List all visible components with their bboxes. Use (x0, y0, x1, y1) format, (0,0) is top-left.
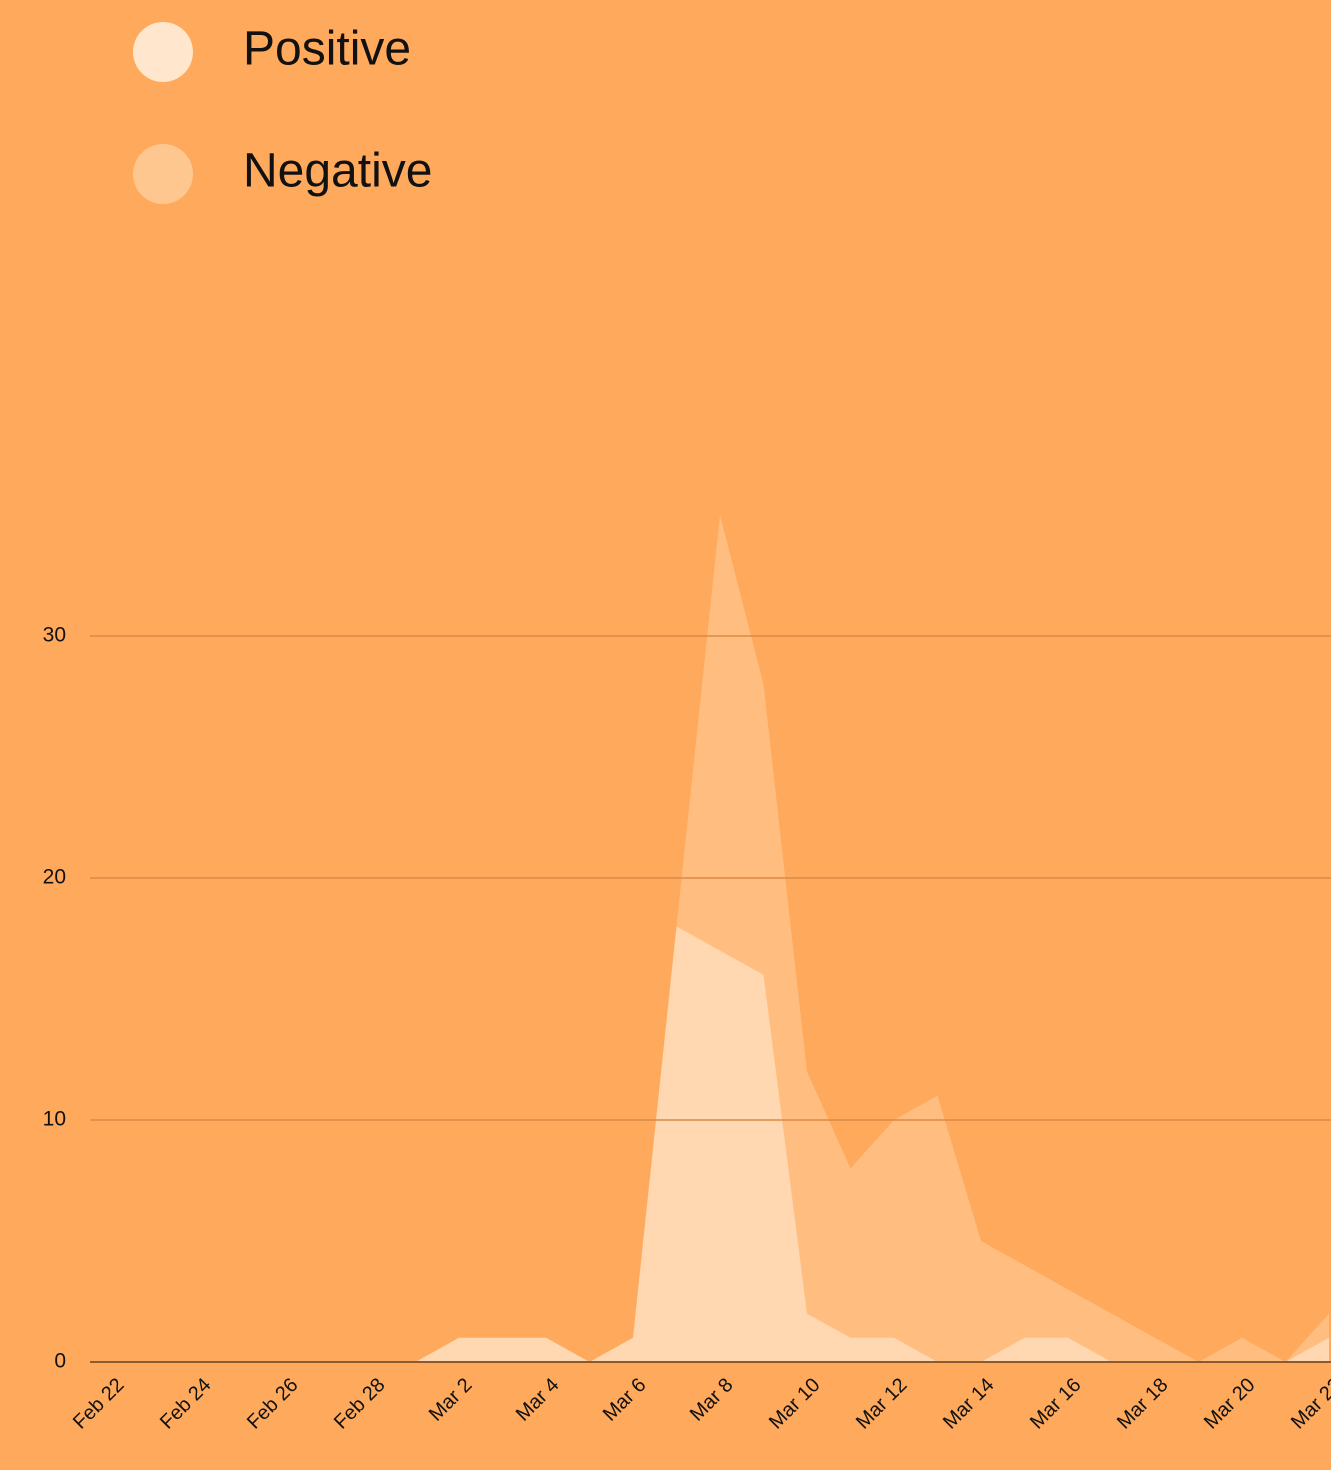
y-tick-label: 10 (43, 1108, 66, 1131)
y-tick-label: 0 (54, 1350, 66, 1373)
x-tick-label: Mar 22 (1287, 1374, 1331, 1434)
x-tick-label: Feb 26 (243, 1374, 303, 1434)
legend-label: Positive (243, 23, 411, 76)
x-tick-label: Feb 24 (156, 1374, 216, 1434)
x-tick-label: Mar 8 (686, 1374, 738, 1426)
x-tick-label: Mar 12 (852, 1374, 912, 1434)
legend-swatch (133, 22, 193, 82)
plot-area (111, 515, 1329, 1362)
x-tick-label: Feb 28 (330, 1374, 390, 1434)
x-tick-label: Mar 2 (425, 1374, 477, 1426)
legend-label: Negative (243, 145, 432, 198)
x-tick-label: Mar 18 (1113, 1374, 1173, 1434)
y-tick-label: 20 (43, 866, 66, 889)
area (111, 515, 1329, 1362)
x-tick-label: Mar 14 (939, 1374, 999, 1434)
area (111, 926, 1329, 1362)
x-tick-label: Mar 6 (599, 1374, 651, 1426)
x-tick-label: Feb 22 (69, 1374, 129, 1434)
x-tick-label: Mar 16 (1026, 1374, 1086, 1434)
y-tick-label: 30 (43, 624, 66, 647)
legend-swatch (133, 144, 193, 204)
x-tick-label: Mar 10 (765, 1374, 825, 1434)
x-tick-label: Mar 4 (512, 1374, 564, 1426)
x-tick-label: Mar 20 (1200, 1374, 1260, 1434)
